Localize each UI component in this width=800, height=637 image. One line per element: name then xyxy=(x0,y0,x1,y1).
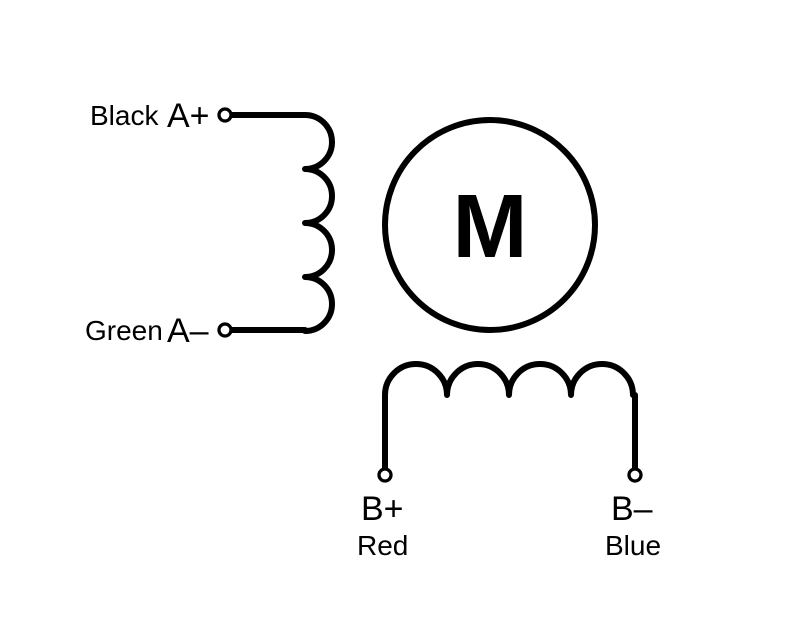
label-a-plus-term: A+ xyxy=(167,97,210,135)
motor-label: M xyxy=(453,177,528,277)
label-b-minus-term: B– xyxy=(611,490,653,528)
label-a-plus-color: Black xyxy=(90,100,159,131)
coil-b xyxy=(385,364,635,469)
label-a-minus-term: A– xyxy=(167,312,209,350)
terminal-b-minus xyxy=(629,469,641,481)
label-b-plus-color: Red xyxy=(357,530,408,561)
terminal-b-plus xyxy=(379,469,391,481)
label-b-plus-term: B+ xyxy=(361,490,404,528)
label-b-minus-color: Blue xyxy=(605,530,661,561)
terminal-a-minus xyxy=(219,324,231,336)
coil-a xyxy=(231,115,332,331)
terminal-a-plus xyxy=(219,109,231,121)
label-a-minus-color: Green xyxy=(85,315,163,346)
